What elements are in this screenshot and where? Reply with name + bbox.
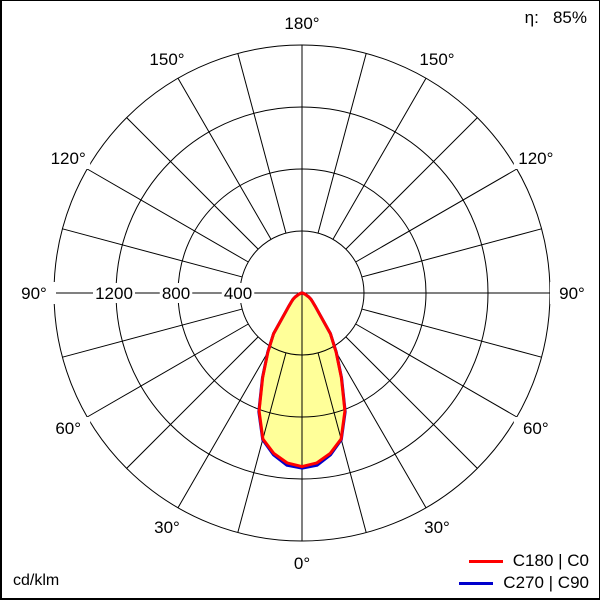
angle-label-bg bbox=[145, 48, 189, 71]
radial-tick-bg-1200 bbox=[93, 283, 135, 303]
angle-label-bg bbox=[280, 12, 324, 34]
grid-spoke-255 bbox=[62, 228, 243, 278]
grid-spoke-150 bbox=[332, 77, 427, 240]
legend-swatch-c90 bbox=[459, 581, 494, 585]
grid-spoke-315 bbox=[126, 336, 259, 469]
legend-item-c90: C270 | C90 bbox=[459, 572, 589, 594]
grid-spoke-345 bbox=[237, 352, 287, 533]
angle-label-bg bbox=[513, 417, 558, 439]
radial-tick-label: 400 bbox=[224, 284, 252, 303]
efficiency-value: 85% bbox=[552, 8, 587, 27]
grid-spoke-45 bbox=[345, 336, 478, 469]
angle-label-bg bbox=[415, 48, 459, 71]
grid-spoke-300 bbox=[86, 323, 249, 418]
angle-label-right-150: 150° bbox=[419, 50, 454, 69]
grid-spoke-285 bbox=[62, 308, 243, 358]
angle-label-bg bbox=[280, 552, 324, 574]
angle-label-left-150: 150° bbox=[149, 50, 184, 69]
angle-label-bg bbox=[513, 147, 558, 169]
legend: C180 | C0 C270 | C90 bbox=[459, 550, 589, 594]
grid-spoke-60 bbox=[355, 323, 518, 418]
angle-label-right-60: 60° bbox=[523, 419, 549, 438]
series-line-c0 bbox=[257, 291, 347, 469]
angle-label-right-120: 120° bbox=[518, 149, 553, 168]
angle-label-bg bbox=[46, 147, 91, 169]
grid-spoke-120 bbox=[355, 168, 518, 263]
grid-spoke-15 bbox=[317, 352, 367, 533]
grid-spoke-165 bbox=[317, 53, 367, 234]
legend-swatch-c0 bbox=[468, 559, 503, 563]
angle-label-left-180: 180° bbox=[284, 14, 319, 33]
grid-spoke-105 bbox=[361, 228, 542, 278]
unit-label: cd/klm bbox=[13, 572, 60, 589]
angle-label-left-0: 0° bbox=[294, 554, 310, 573]
legend-label-c0: C180 | C0 bbox=[512, 551, 589, 570]
grid-spoke-75 bbox=[361, 308, 542, 358]
grid-spoke-135 bbox=[345, 117, 478, 250]
grid-spoke-195 bbox=[237, 53, 287, 234]
radial-tick-bg-800 bbox=[159, 283, 193, 303]
angle-label-left-120: 120° bbox=[51, 149, 86, 168]
angle-label-bg bbox=[12, 282, 56, 304]
angle-label-right-30: 30° bbox=[424, 518, 450, 537]
radial-tick-label: 1200 bbox=[95, 284, 133, 303]
radial-tick-label: 800 bbox=[162, 284, 190, 303]
angle-label-left-90: 90° bbox=[21, 284, 47, 303]
legend-item-c0: C180 | C0 bbox=[459, 550, 589, 572]
angle-label-bg bbox=[46, 417, 91, 439]
angle-label-bg bbox=[145, 515, 189, 538]
angle-label-left-30: 30° bbox=[154, 518, 180, 537]
efficiency: η: 85% bbox=[525, 8, 587, 28]
grid-spoke-210 bbox=[177, 77, 272, 240]
angle-label-left-60: 60° bbox=[55, 419, 81, 438]
angle-label-bg bbox=[550, 282, 594, 304]
legend-label-c90: C270 | C90 bbox=[503, 573, 589, 592]
efficiency-label: η: bbox=[524, 8, 539, 27]
grid-spoke-240 bbox=[86, 168, 249, 263]
grid-spoke-330 bbox=[177, 346, 272, 509]
grid-spoke-30 bbox=[332, 346, 427, 509]
angle-label-bg bbox=[415, 515, 459, 538]
radial-tick-bg-400 bbox=[221, 283, 255, 303]
angle-label-right-90: 90° bbox=[559, 284, 585, 303]
grid-spoke-225 bbox=[126, 117, 259, 250]
